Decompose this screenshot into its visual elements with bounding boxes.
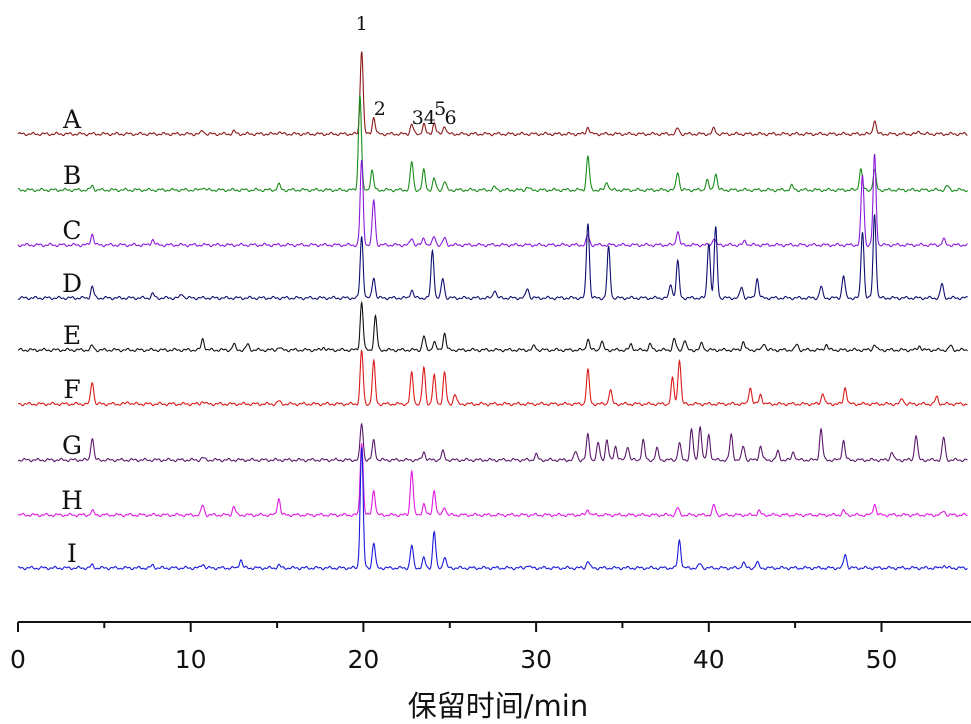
peak-label-5: 5	[434, 98, 446, 120]
trace-label-G: G	[62, 431, 82, 460]
trace-G	[17, 422, 968, 463]
peak-label-3: 3	[412, 107, 424, 129]
x-tick-label: 50	[866, 645, 898, 674]
trace-label-A: A	[62, 105, 82, 134]
trace-label-B: B	[63, 161, 81, 190]
trace-H	[17, 443, 968, 518]
peak-label-2: 2	[374, 98, 386, 120]
trace-B	[18, 95, 968, 193]
x-tick-label: 10	[175, 645, 207, 674]
peak-label-1: 1	[356, 13, 368, 35]
trace-D	[17, 214, 968, 301]
x-tick-label: 30	[520, 645, 552, 674]
trace-label-F: F	[63, 375, 80, 404]
trace-group	[17, 51, 968, 571]
x-tick-label: 0	[10, 645, 26, 674]
trace-label-I: I	[67, 539, 77, 568]
trace-label-C: C	[62, 216, 81, 245]
trace-E	[18, 300, 968, 353]
trace-F	[17, 350, 968, 407]
x-tick-label: 40	[693, 645, 725, 674]
trace-A	[17, 51, 968, 137]
x-axis: 0 10 20 30 40 50	[10, 621, 971, 674]
peak-label-6: 6	[445, 107, 457, 129]
peak-label-4: 4	[424, 107, 436, 129]
x-axis-title: 保留时间/min	[408, 689, 588, 723]
peak-label-group: 1 2 3 456	[356, 13, 457, 129]
trace-label-H: H	[61, 486, 83, 515]
trace-label-D: D	[62, 269, 82, 298]
x-tick-label: 20	[347, 645, 379, 674]
trace-C	[17, 153, 968, 248]
trace-label-E: E	[63, 321, 81, 350]
x-tick-group: 0 10 20 30 40 50	[10, 622, 897, 674]
trace-I	[18, 447, 968, 571]
